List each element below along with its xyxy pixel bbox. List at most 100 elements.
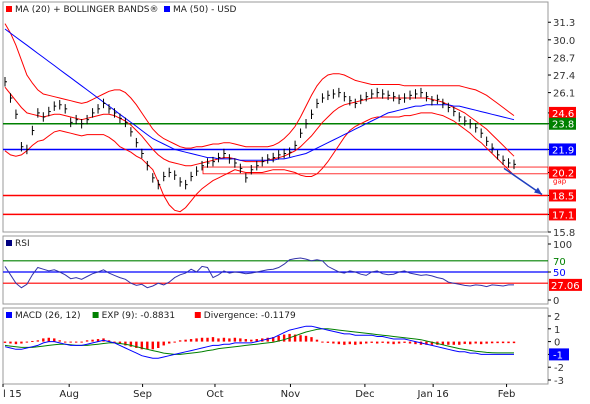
divergence-bar [326,341,330,343]
divergence-bar [31,340,34,342]
divergence-bar [162,341,165,346]
divergence-bar [332,341,335,344]
divergence-bar [271,337,275,342]
macd-axis-label: 0 [554,338,560,349]
divergence-bar [414,341,417,345]
divergence-bar [107,340,111,342]
divergence-bar [74,341,78,343]
divergence-bar [118,341,122,344]
price-label-text: 20.2 [552,168,574,179]
legend-label-1: MA (50) - USD [173,5,237,15]
divergence-bar [195,338,198,342]
divergence-bar [321,341,324,343]
x-axis-label: Feb [498,389,516,400]
divergence-bar [501,341,505,344]
divergence-bar [80,341,83,343]
macd-legend-swatch [6,312,12,318]
divergence-bar [113,341,116,343]
divergence-bar [178,340,182,342]
price-label-box [549,208,576,221]
divergence-bar [512,341,516,344]
divergence-bar [64,341,67,343]
rsi-axis-label: 100 [553,240,572,251]
divergence-bar [36,340,40,342]
divergence-bar [206,337,209,342]
rsi-value-box [549,278,582,291]
rsi-level-label: 70 [553,257,566,268]
divergence-bar [397,341,401,344]
macd-line [4,325,514,359]
divergence-bar [135,341,138,348]
rsi-legend-label: RSI [15,239,30,249]
macd-value-text: -1 [553,350,563,361]
divergence-bar [239,338,242,342]
divergence-bar [96,339,100,342]
divergence-bar [25,341,29,343]
x-axis-label: Jan 16 [416,389,448,400]
macd-legend-swatch [92,312,99,318]
divergence-bar [304,335,308,342]
divergence-bar [315,339,319,342]
divergence-bar [277,335,280,342]
divergence-bar [151,341,154,350]
rsi-value-text: 27.06 [551,281,580,292]
divergence-bar [58,340,61,342]
divergence-bar [250,339,253,342]
price-axis-label: 15.8 [553,228,575,239]
divergence-bar [266,337,269,342]
divergence-bar [282,334,286,342]
divergence-bar [20,341,23,344]
forecast-arrow-line [503,167,543,196]
ma20-line [4,86,515,167]
macd-axis-label: -3 [554,376,564,387]
price-label-text: 17.1 [552,210,574,221]
panel-frame-1 [2,235,549,305]
divergence-bar [42,338,45,342]
price-label-box [549,143,576,156]
divergence-bar [14,341,18,345]
price-axis-label: 26.1 [553,89,575,100]
divergence-bar [200,337,204,342]
divergence-bar [507,341,510,344]
x-axis-label: Aug [59,389,79,400]
divergence-bar [299,335,302,342]
divergence-bar [485,341,488,344]
divergence-bar [359,341,362,345]
bollinger-lower-line [4,112,515,213]
divergence-bar [129,341,133,347]
divergence-bar [91,339,94,342]
forecast-arrow-head [534,187,542,195]
gap-label: gap [553,178,567,186]
x-axis-label: Dec [355,389,374,400]
divergence-bar [463,341,466,344]
divergence-bar [343,341,346,345]
divergence-bar [9,341,12,344]
divergence-bar [392,341,395,345]
divergence-bar [430,341,434,345]
price-label-text: 21.9 [552,145,574,156]
divergence-bar [53,338,56,342]
divergence-bar [458,341,461,345]
divergence-bar [365,341,368,344]
divergence-bar [3,341,7,343]
x-axis-label: Oct [206,389,223,400]
price-label-text: 24.6 [552,109,574,120]
price-axis-label: 27.4 [553,71,575,82]
divergence-bar [452,341,455,345]
divergence-bar [69,341,72,343]
divergence-bar [167,341,171,344]
divergence-bar [184,339,187,342]
divergence-bar [386,341,390,344]
divergence-bar [403,341,406,343]
divergence-bar [173,341,176,343]
divergence-bar [479,341,483,345]
divergence-bar [370,341,373,343]
x-axis-label: Sep [133,389,152,400]
legend-swatch [164,6,170,12]
legend-label-0: MA (20) + BOLLINGER BANDS® [15,5,159,15]
price-axis-label: 31.3 [553,18,575,29]
price-label-box [549,189,576,202]
divergence-bar [474,341,477,344]
